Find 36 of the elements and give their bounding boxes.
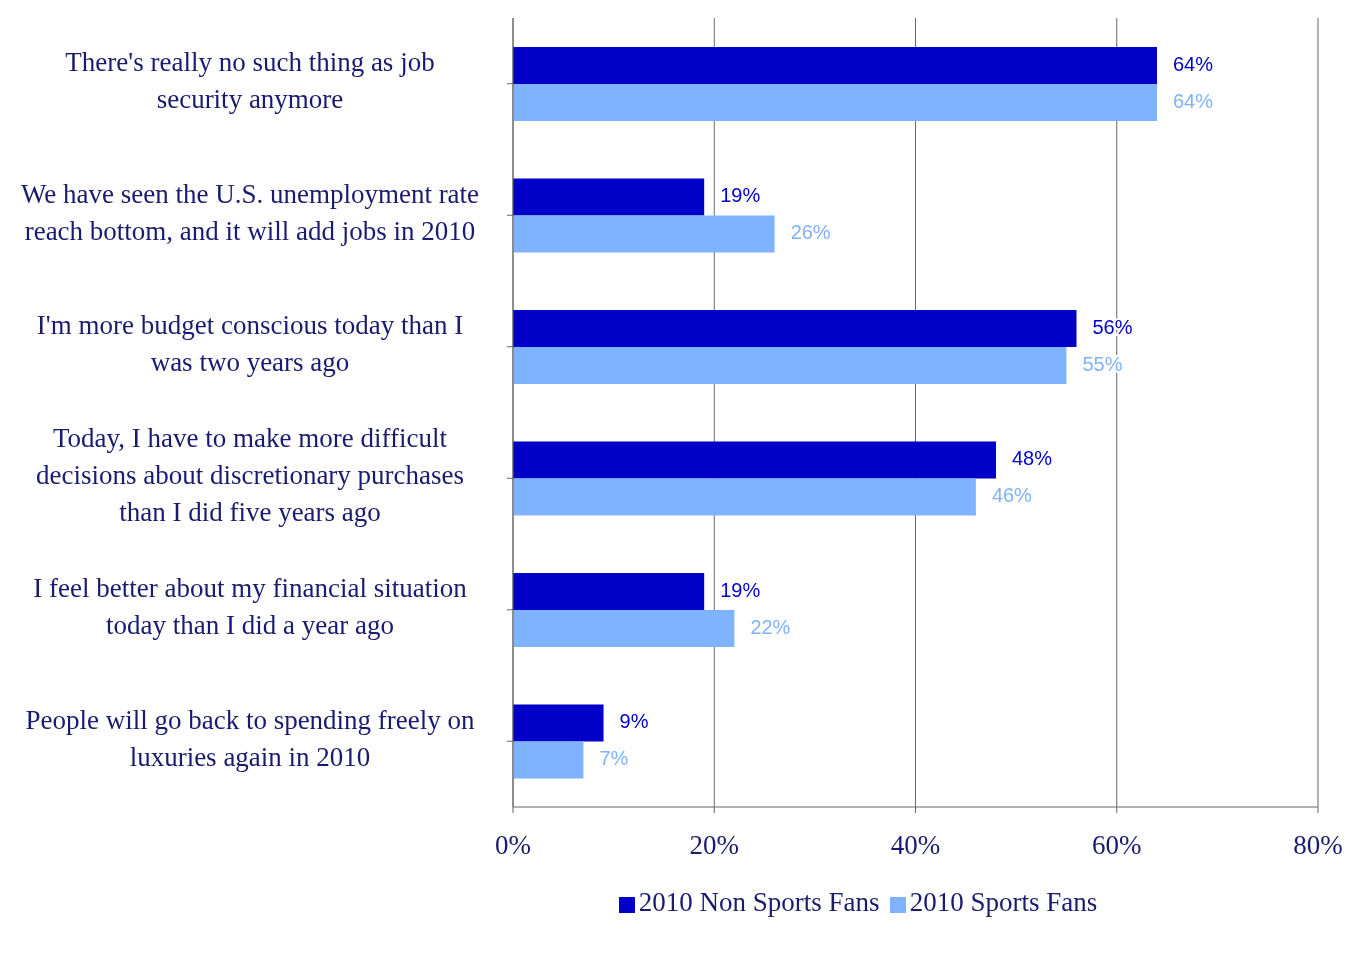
data-label: 9% [619,710,649,733]
x-tick-label: 80% [1293,830,1343,861]
bar [513,346,1067,384]
legend-label: 2010 Non Sports Fans [638,887,880,917]
data-label: 56% [1092,315,1133,338]
bar [513,441,996,479]
x-tick-label: 20% [689,830,739,861]
bar [513,178,705,216]
data-label: 46% [991,484,1033,507]
y-tick-label: There's really no such thing as job security anymore [65,47,435,115]
y-tick-label: People will go back to spending freely on luxuries again in 2010 [25,704,476,772]
data-label: 19% [720,578,761,601]
data-label: 19% [720,184,761,207]
y-tick-label: I'm more budget conscious today than I was two years ago [36,310,464,378]
data-label: 26% [790,221,831,244]
x-tick-label: 60% [1092,830,1142,861]
y-tick-label: I feel better about my financial situation today than I did a year ago [33,573,468,641]
data-label: 48% [1012,447,1053,470]
data-label: 64% [1173,89,1214,112]
x-tick-label: 40% [890,830,941,861]
data-label: 22% [750,615,791,638]
bar [513,83,1157,121]
bar [513,704,604,742]
bar [513,609,735,647]
data-label: 64% [1173,52,1214,75]
bar [513,741,584,779]
data-label: 7% [599,747,629,770]
bar [513,215,775,253]
bar [513,572,705,610]
y-tick-label: Today, I have to make more difficult decisions about discretionary purchases than I did five years ago [35,423,465,528]
x-tick-label: 0% [495,830,531,861]
bar [513,478,976,516]
bar [513,309,1077,347]
y-tick-label: We have seen the U.S. unemployment rate reach bottom, and it will add jobs in 2010 [20,178,480,246]
bar [513,46,1157,84]
legend-label: 2010 Sports Fans [909,887,1098,917]
